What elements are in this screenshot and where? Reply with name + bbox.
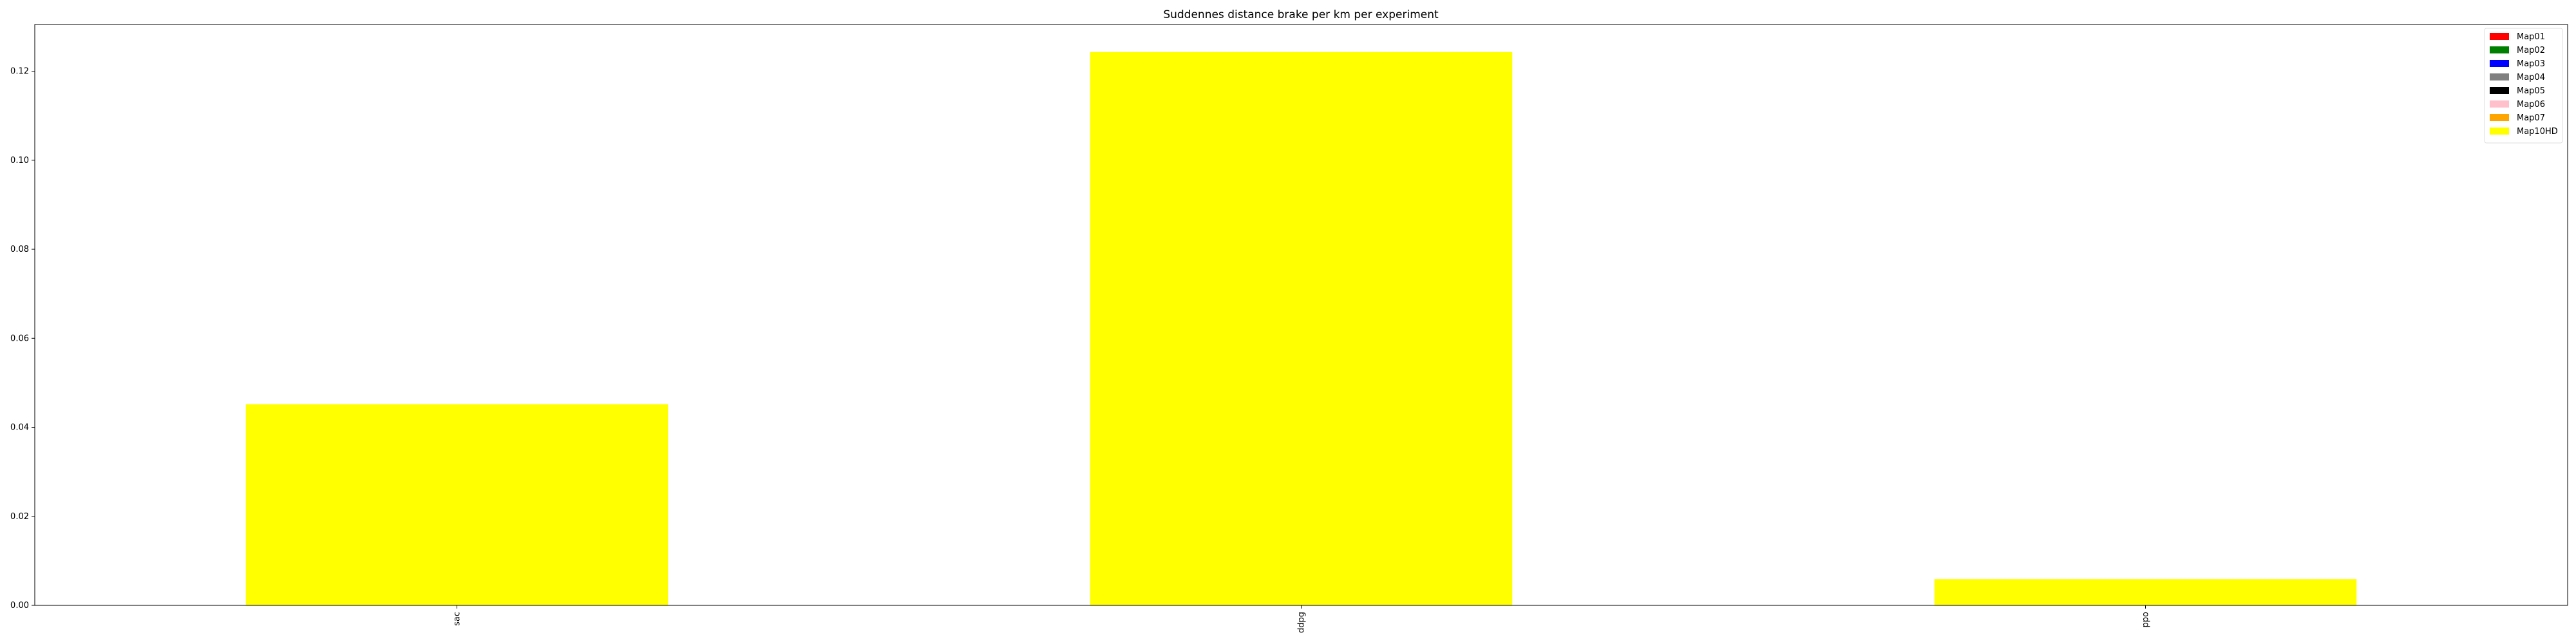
legend-swatch-map07 xyxy=(2490,114,2509,121)
chart-title: Suddennes distance brake per km per expe… xyxy=(1163,8,1439,21)
bar-sac-map10hd xyxy=(245,404,668,605)
legend-label-map02: Map02 xyxy=(2517,46,2545,55)
y-axis: 0.00 0.02 0.04 0.06 0.08 0.10 0.12 xyxy=(10,67,35,611)
legend: Map01 Map02 Map03 Map04 Map05 Map06 Map07 Map10… xyxy=(2484,28,2563,144)
legend-label-map01: Map01 xyxy=(2517,32,2545,42)
legend-swatch-map03 xyxy=(2490,60,2509,67)
bar-ddpg-map10hd xyxy=(1090,52,1513,605)
x-axis: sac ddpg ppo xyxy=(453,605,2151,633)
legend-label-map04: Map04 xyxy=(2517,73,2545,82)
legend-label-map03: Map03 xyxy=(2517,59,2545,69)
legend-swatch-map04 xyxy=(2490,73,2509,80)
y-tick-label: 0.10 xyxy=(10,156,29,166)
y-tick-label: 0.04 xyxy=(10,423,29,433)
legend-swatch-map10hd xyxy=(2490,128,2509,135)
legend-label-map05: Map05 xyxy=(2517,86,2545,96)
legend-swatch-map05 xyxy=(2490,87,2509,94)
bar-ppo-map10hd xyxy=(1934,579,2357,605)
legend-label-map06: Map06 xyxy=(2517,100,2545,109)
x-tick-label-sac: sac xyxy=(453,612,462,626)
legend-swatch-map01 xyxy=(2490,33,2509,40)
y-tick-label: 0.08 xyxy=(10,245,29,254)
y-tick-label: 0.00 xyxy=(10,601,29,611)
legend-swatch-map02 xyxy=(2490,46,2509,53)
legend-swatch-map06 xyxy=(2490,100,2509,108)
legend-label-map07: Map07 xyxy=(2517,113,2545,123)
bars-layer xyxy=(245,52,2357,605)
y-tick-label: 0.02 xyxy=(10,512,29,522)
y-tick-label: 0.12 xyxy=(10,67,29,77)
legend-label-map10hd: Map10HD xyxy=(2517,127,2558,137)
x-tick-label-ppo: ppo xyxy=(2141,612,2151,628)
x-tick-label-ddpg: ddpg xyxy=(1297,612,1307,633)
y-tick-label: 0.06 xyxy=(10,334,29,343)
